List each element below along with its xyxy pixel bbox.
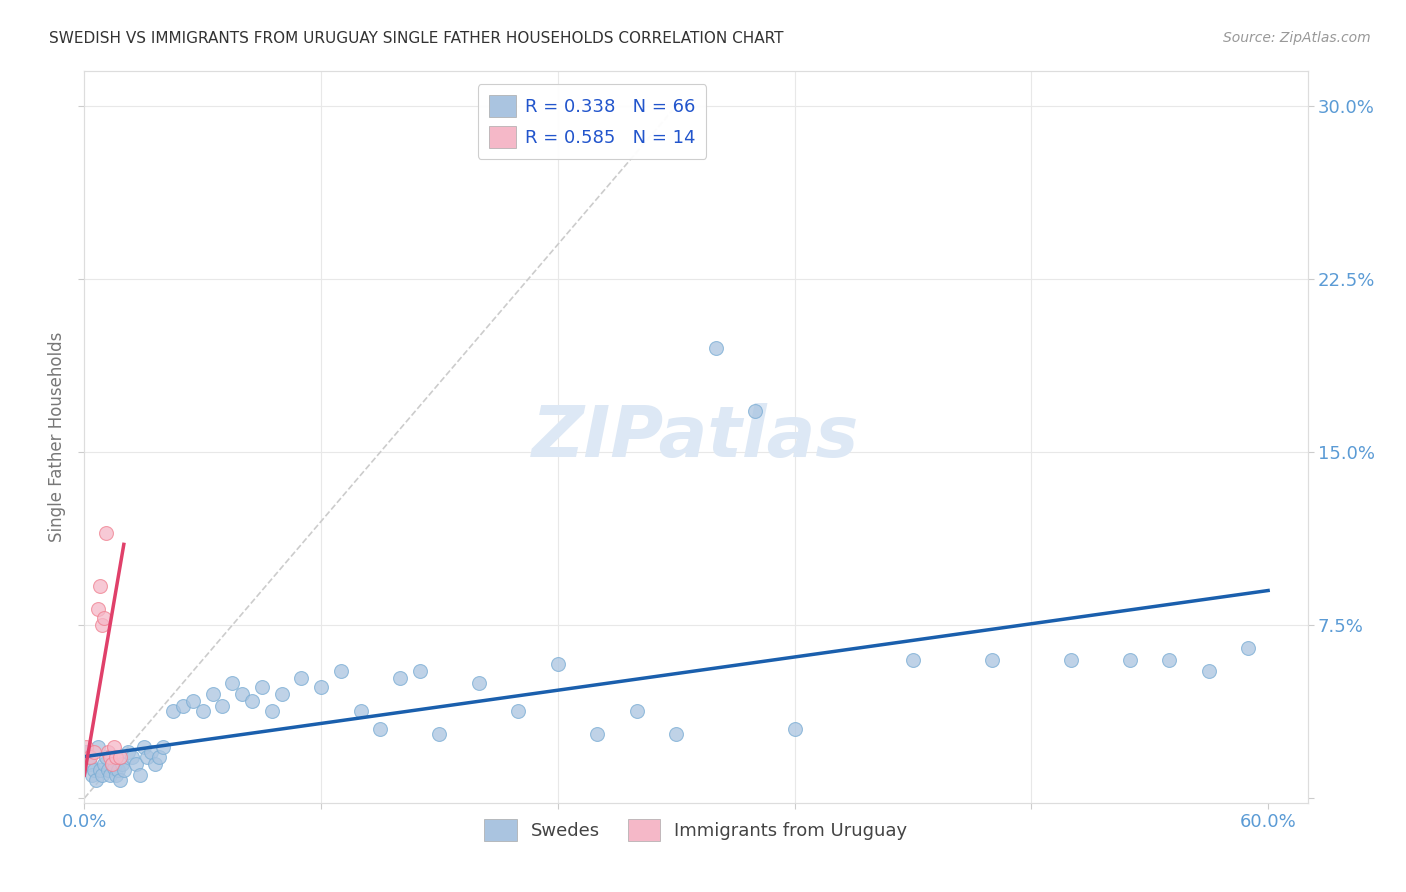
Point (744, 403, 766, 417)
Point (231, 687, 253, 701)
Point (75, 740, 97, 755)
Point (547, 657, 569, 672)
Point (191, 704, 214, 718)
Point (93, 611, 115, 625)
Point (221, 675, 243, 690)
Point (91, 768, 114, 782)
Point (260, 704, 283, 718)
Point (112, 764, 135, 778)
Point (429, 726, 451, 740)
Point (704, 341, 727, 355)
Point (121, 749, 143, 764)
Point (211, 698, 233, 713)
Point (87, 740, 110, 755)
Point (104, 749, 127, 764)
Point (103, 761, 125, 775)
Point (1198, 665, 1220, 679)
Point (148, 749, 170, 764)
Point (1159, 653, 1181, 667)
Point (89, 764, 111, 778)
Point (111, 756, 134, 771)
Point (83, 745, 105, 759)
Point (783, 722, 806, 736)
Point (77, 749, 100, 764)
Point (508, 704, 530, 718)
Text: SWEDISH VS IMMIGRANTS FROM URUGUAY SINGLE FATHER HOUSEHOLDS CORRELATION CHART: SWEDISH VS IMMIGRANTS FROM URUGUAY SINGL… (49, 31, 783, 46)
Point (108, 772, 131, 787)
Text: Source: ZipAtlas.com: Source: ZipAtlas.com (1223, 31, 1371, 45)
Point (250, 681, 273, 695)
Point (98, 768, 121, 782)
Point (136, 749, 159, 764)
Legend: Swedes, Immigrants from Uruguay: Swedes, Immigrants from Uruguay (477, 812, 915, 848)
Point (97, 764, 120, 778)
Point (101, 756, 124, 771)
Point (103, 740, 125, 755)
Point (107, 764, 129, 778)
Point (79, 749, 101, 764)
Point (141, 745, 163, 759)
Point (124, 756, 146, 771)
Point (980, 653, 1002, 667)
Point (270, 687, 292, 701)
Point (93, 756, 115, 771)
Point (91, 618, 114, 632)
Point (89, 579, 111, 593)
Point (901, 653, 924, 667)
Point (152, 740, 174, 755)
Point (309, 681, 332, 695)
Point (162, 704, 184, 718)
Point (1060, 653, 1083, 667)
Point (104, 768, 127, 782)
Point (132, 740, 155, 755)
Point (468, 675, 491, 690)
Point (665, 726, 688, 740)
Point (87, 602, 110, 616)
Point (240, 694, 263, 708)
Point (94, 525, 117, 540)
Point (79, 756, 101, 771)
Y-axis label: Single Father Households: Single Father Households (48, 332, 66, 542)
Point (145, 756, 167, 771)
Point (181, 694, 204, 708)
Point (94, 749, 117, 764)
Point (84, 772, 107, 787)
Point (368, 722, 391, 736)
Point (290, 671, 312, 685)
Point (349, 704, 371, 718)
Point (201, 687, 224, 701)
Point (101, 756, 124, 771)
Point (172, 698, 194, 713)
Point (128, 768, 150, 782)
Point (97, 745, 120, 759)
Point (1119, 653, 1142, 667)
Point (1237, 641, 1260, 656)
Text: ZIPatlas: ZIPatlas (533, 402, 859, 472)
Point (409, 665, 432, 679)
Point (82, 768, 104, 782)
Point (83, 764, 105, 778)
Point (586, 726, 609, 740)
Point (98, 749, 121, 764)
Point (329, 665, 352, 679)
Point (75, 745, 97, 759)
Point (389, 671, 412, 685)
Point (108, 749, 131, 764)
Point (626, 704, 648, 718)
Point (117, 745, 139, 759)
